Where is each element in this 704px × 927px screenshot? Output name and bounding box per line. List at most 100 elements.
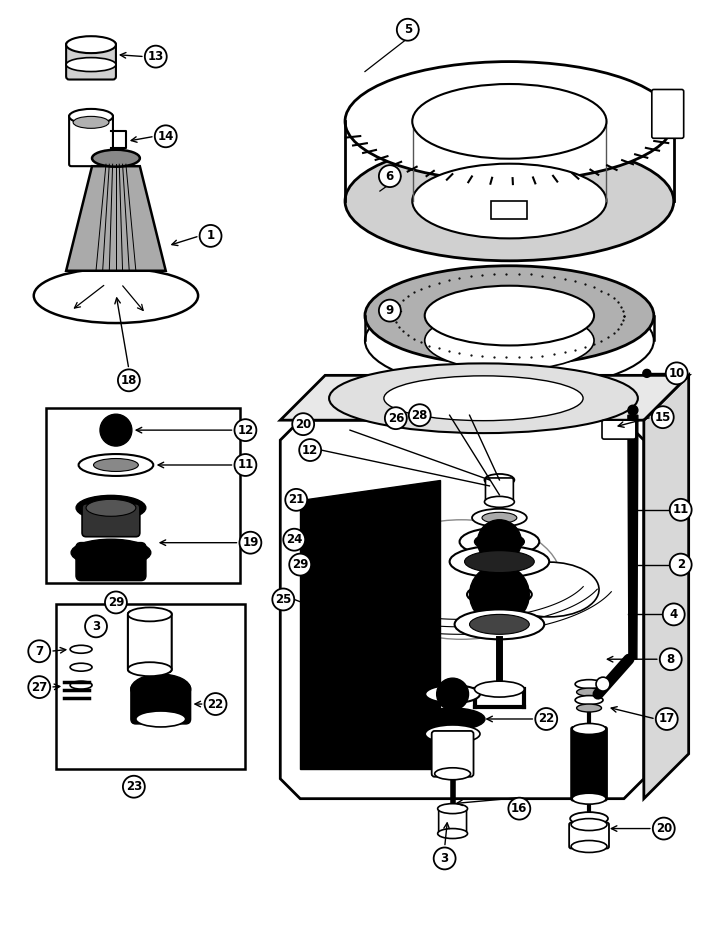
Ellipse shape bbox=[128, 607, 172, 621]
FancyBboxPatch shape bbox=[69, 114, 113, 166]
Ellipse shape bbox=[472, 509, 527, 527]
Text: 8: 8 bbox=[667, 653, 675, 666]
Text: 20: 20 bbox=[655, 822, 672, 835]
Circle shape bbox=[200, 225, 222, 247]
Text: 13: 13 bbox=[148, 50, 164, 63]
Circle shape bbox=[283, 528, 306, 551]
Ellipse shape bbox=[467, 583, 532, 605]
Ellipse shape bbox=[384, 375, 583, 421]
Circle shape bbox=[28, 641, 50, 662]
Text: 28: 28 bbox=[412, 409, 428, 422]
Circle shape bbox=[118, 369, 140, 391]
Polygon shape bbox=[280, 375, 689, 420]
Circle shape bbox=[656, 708, 678, 730]
Circle shape bbox=[379, 165, 401, 187]
Ellipse shape bbox=[465, 551, 534, 573]
FancyBboxPatch shape bbox=[76, 542, 146, 580]
Ellipse shape bbox=[572, 723, 606, 734]
Circle shape bbox=[234, 454, 256, 476]
Ellipse shape bbox=[450, 546, 549, 578]
Circle shape bbox=[596, 677, 610, 692]
FancyBboxPatch shape bbox=[569, 822, 609, 848]
Polygon shape bbox=[280, 420, 644, 799]
Text: 27: 27 bbox=[31, 680, 47, 693]
Text: 11: 11 bbox=[237, 459, 253, 472]
Polygon shape bbox=[66, 166, 165, 271]
Text: 25: 25 bbox=[275, 593, 291, 606]
Text: 12: 12 bbox=[302, 443, 318, 457]
Circle shape bbox=[670, 553, 691, 576]
Circle shape bbox=[379, 299, 401, 322]
FancyBboxPatch shape bbox=[46, 408, 241, 582]
Ellipse shape bbox=[455, 609, 544, 640]
Circle shape bbox=[653, 818, 674, 840]
Circle shape bbox=[643, 369, 650, 377]
FancyBboxPatch shape bbox=[602, 420, 636, 439]
Text: 24: 24 bbox=[286, 533, 303, 546]
Ellipse shape bbox=[425, 725, 480, 743]
Text: 22: 22 bbox=[538, 713, 554, 726]
Ellipse shape bbox=[575, 679, 603, 689]
Ellipse shape bbox=[577, 704, 601, 712]
FancyBboxPatch shape bbox=[66, 42, 116, 80]
Ellipse shape bbox=[69, 108, 113, 124]
Ellipse shape bbox=[575, 695, 603, 705]
Text: 26: 26 bbox=[388, 412, 404, 425]
Ellipse shape bbox=[434, 768, 470, 780]
Text: 11: 11 bbox=[672, 503, 689, 516]
Ellipse shape bbox=[474, 533, 524, 551]
Ellipse shape bbox=[66, 57, 116, 71]
Ellipse shape bbox=[482, 513, 517, 523]
Circle shape bbox=[239, 532, 261, 553]
Circle shape bbox=[670, 499, 691, 521]
Text: 10: 10 bbox=[669, 367, 685, 380]
Ellipse shape bbox=[92, 150, 140, 167]
Ellipse shape bbox=[131, 674, 191, 704]
Text: 18: 18 bbox=[120, 374, 137, 387]
Circle shape bbox=[28, 676, 50, 698]
FancyBboxPatch shape bbox=[491, 201, 527, 219]
FancyBboxPatch shape bbox=[128, 612, 172, 672]
FancyBboxPatch shape bbox=[652, 90, 684, 138]
Circle shape bbox=[666, 362, 688, 385]
Text: 14: 14 bbox=[158, 130, 174, 143]
Ellipse shape bbox=[365, 291, 654, 390]
Circle shape bbox=[660, 648, 681, 670]
FancyBboxPatch shape bbox=[56, 604, 246, 768]
Ellipse shape bbox=[460, 527, 539, 555]
Circle shape bbox=[299, 439, 321, 461]
Text: 3: 3 bbox=[92, 620, 100, 633]
Circle shape bbox=[508, 797, 530, 819]
Circle shape bbox=[477, 520, 522, 564]
Circle shape bbox=[662, 603, 685, 626]
Text: 9: 9 bbox=[386, 304, 394, 317]
Circle shape bbox=[155, 125, 177, 147]
Circle shape bbox=[292, 413, 314, 435]
Circle shape bbox=[234, 419, 256, 441]
Ellipse shape bbox=[484, 496, 515, 507]
Text: 16: 16 bbox=[511, 802, 527, 815]
Circle shape bbox=[535, 708, 557, 730]
Text: 20: 20 bbox=[295, 418, 311, 431]
FancyBboxPatch shape bbox=[439, 806, 467, 835]
Ellipse shape bbox=[73, 117, 109, 128]
Circle shape bbox=[145, 45, 167, 68]
Ellipse shape bbox=[438, 804, 467, 814]
Ellipse shape bbox=[329, 363, 638, 433]
Text: 21: 21 bbox=[288, 493, 304, 506]
Circle shape bbox=[285, 489, 307, 511]
Ellipse shape bbox=[470, 615, 529, 634]
Circle shape bbox=[100, 414, 132, 446]
Ellipse shape bbox=[71, 540, 151, 566]
Ellipse shape bbox=[345, 141, 674, 260]
Ellipse shape bbox=[420, 708, 485, 730]
Text: 19: 19 bbox=[242, 536, 258, 549]
Ellipse shape bbox=[425, 286, 594, 346]
Ellipse shape bbox=[425, 685, 480, 703]
Circle shape bbox=[272, 589, 294, 610]
Text: 4: 4 bbox=[670, 608, 678, 621]
Ellipse shape bbox=[76, 495, 146, 520]
Circle shape bbox=[409, 404, 431, 426]
Ellipse shape bbox=[577, 688, 601, 696]
Ellipse shape bbox=[66, 36, 116, 53]
